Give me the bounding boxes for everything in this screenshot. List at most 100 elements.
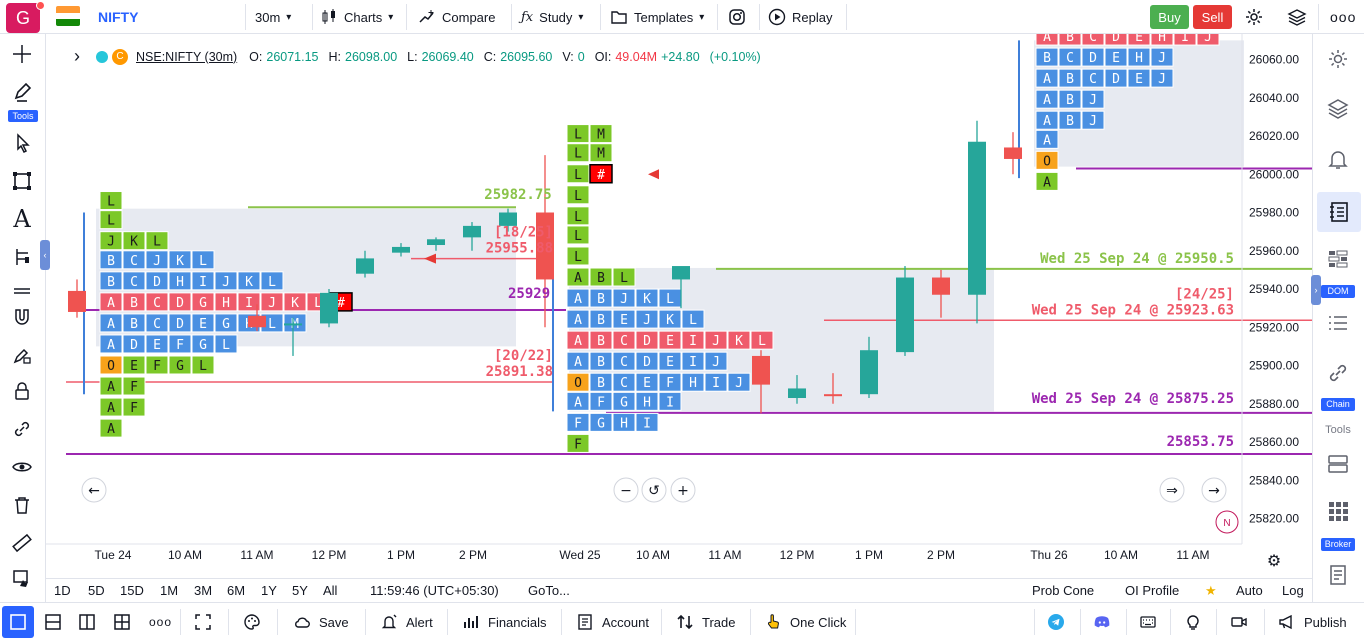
lock-drawing-tool[interactable] — [8, 342, 36, 368]
text-tool[interactable]: A — [8, 205, 36, 233]
layers-panel-button[interactable] — [1323, 94, 1353, 124]
broker-panel-button[interactable] — [1323, 496, 1353, 526]
layers-button[interactable] — [1287, 0, 1307, 34]
range-1m[interactable]: 1M — [160, 583, 179, 598]
account-label: Account — [602, 614, 649, 630]
server-panel-button[interactable] — [1323, 449, 1353, 479]
financials-button[interactable]: Financials — [462, 603, 547, 640]
range-15d[interactable]: 15D — [120, 583, 144, 598]
layout-columns-button[interactable] — [78, 603, 96, 640]
tpo-cell — [727, 372, 751, 392]
save-button[interactable]: Save — [293, 603, 349, 640]
ruler-tool[interactable] — [8, 530, 36, 556]
cursor-tool[interactable] — [8, 130, 36, 156]
ruler-small-tool[interactable] — [8, 278, 36, 304]
range-5d[interactable]: 5D — [88, 583, 105, 598]
more-layouts-button[interactable]: ooo — [149, 603, 172, 640]
log-scale-button[interactable]: Log — [1282, 583, 1304, 598]
range-all[interactable]: All — [323, 583, 338, 598]
change-value: +24.80 — [661, 49, 700, 64]
theme-button[interactable] — [243, 603, 261, 640]
layout-single-button[interactable] — [2, 606, 34, 638]
keyboard-button[interactable] — [1139, 603, 1157, 640]
settings-button[interactable] — [1244, 0, 1264, 34]
range-1d[interactable]: 1D — [54, 583, 71, 598]
list-panel-button[interactable] — [1323, 308, 1353, 338]
study-button[interactable]: ƒx Study ▾ — [521, 0, 583, 34]
tpo-cell — [589, 309, 613, 329]
document-panel-button[interactable] — [1323, 560, 1353, 590]
fork-tool[interactable] — [8, 244, 36, 270]
telegram-button[interactable] — [1047, 603, 1065, 640]
account-button[interactable]: Account — [576, 603, 649, 640]
scroll-right-button[interactable]: → — [1201, 477, 1227, 503]
compare-button[interactable]: Compare — [418, 0, 495, 34]
discord-button[interactable] — [1093, 603, 1111, 640]
legend-symbol[interactable]: NSE:NIFTY (30m) — [136, 49, 238, 64]
trade-label: Trade — [702, 614, 736, 630]
range-5y[interactable]: 5Y — [292, 583, 308, 598]
tpo-cell — [99, 191, 123, 211]
alerts-panel-button[interactable] — [1323, 144, 1353, 174]
sell-button[interactable]: Sell — [1193, 5, 1232, 29]
zoom-out-button[interactable]: − — [613, 477, 639, 503]
buy-button[interactable]: Buy — [1150, 5, 1189, 29]
range-6m[interactable]: 6M — [227, 583, 246, 598]
delete-tool[interactable] — [8, 492, 36, 518]
link-tool[interactable] — [8, 416, 36, 442]
tpo-cell — [566, 288, 590, 308]
notes-panel-button[interactable] — [1317, 192, 1361, 232]
chain-panel-button[interactable] — [1323, 358, 1353, 388]
tpo-letter: A — [1043, 34, 1051, 45]
oi-profile-button[interactable]: OI Profile — [1125, 583, 1180, 598]
layout-rows-button[interactable] — [44, 603, 62, 640]
interval-selector[interactable]: 30m ▾ — [255, 0, 291, 34]
star-icon[interactable]: ★ — [1205, 583, 1217, 598]
dom-panel-button[interactable] — [1323, 244, 1353, 274]
auto-scale-button[interactable]: Auto — [1236, 583, 1263, 598]
video-button[interactable] — [1230, 603, 1248, 640]
trade-button[interactable]: Trade — [676, 603, 735, 640]
reset-view-button[interactable]: ↺ — [641, 477, 667, 503]
prob-cone-button[interactable]: Prob Cone — [1032, 583, 1095, 598]
collapse-right-toolbar[interactable]: › — [1311, 275, 1321, 305]
chart-pane[interactable]: LLJKLBCJKLBCDHIJKLABCDGHIJKL#ABCDEGHLMAD… — [46, 34, 1312, 578]
visibility-tool[interactable] — [8, 454, 36, 480]
tpo-letter: B — [107, 254, 115, 269]
magnet-tool[interactable] — [8, 304, 36, 330]
templates-button[interactable]: Templates ▾ — [610, 0, 704, 34]
zoom-in-button[interactable]: + — [670, 477, 696, 503]
range-1y[interactable]: 1Y — [261, 583, 277, 598]
fullscreen-button[interactable] — [194, 603, 212, 640]
tpo-cell — [214, 313, 238, 333]
chart-canvas[interactable]: LLJKLBCJKLBCDHIJKLABCDGHIJKL#ABCDEGHLMAD… — [46, 34, 1312, 578]
chevron-right-icon[interactable]: › — [74, 46, 80, 66]
scroll-left-button[interactable]: ← — [81, 477, 107, 503]
dom-badge: DOM — [1321, 285, 1355, 298]
range-3m[interactable]: 3M — [194, 583, 213, 598]
lock-tool[interactable] — [8, 378, 36, 404]
app-logo[interactable]: G — [6, 3, 40, 33]
rectangle-tool[interactable] — [8, 168, 36, 194]
collapse-left-toolbar[interactable]: ‹ — [40, 240, 50, 270]
goto-button[interactable]: GoTo... — [528, 583, 570, 598]
publish-button[interactable]: Publish — [1278, 603, 1347, 640]
scroll-to-realtime-button[interactable]: ⇒ — [1159, 477, 1185, 503]
more-dots-icon: ooo — [1330, 9, 1357, 25]
screenshot-tool[interactable] — [8, 566, 36, 592]
chevron-down-icon: ▾ — [286, 11, 292, 23]
settings-panel-button[interactable] — [1323, 44, 1353, 74]
instagram-button[interactable] — [728, 0, 746, 34]
charts-button[interactable]: Charts ▾ — [320, 0, 393, 34]
more-menu-button[interactable]: ooo — [1330, 0, 1356, 34]
replay-button[interactable]: Replay — [768, 0, 832, 34]
idea-button[interactable] — [1184, 603, 1202, 640]
crosshair-tool[interactable] — [8, 41, 36, 67]
alert-button[interactable]: Alert — [380, 603, 433, 640]
clock-time[interactable]: 11:59:46 (UTC+05:30) — [370, 583, 499, 598]
symbol-search[interactable]: NIFTY — [98, 9, 139, 25]
one-click-button[interactable]: One Click — [764, 603, 846, 640]
layout-grid-button[interactable] — [113, 603, 131, 640]
tpo-cell — [1035, 150, 1059, 170]
pencil-tool[interactable] — [8, 79, 36, 105]
